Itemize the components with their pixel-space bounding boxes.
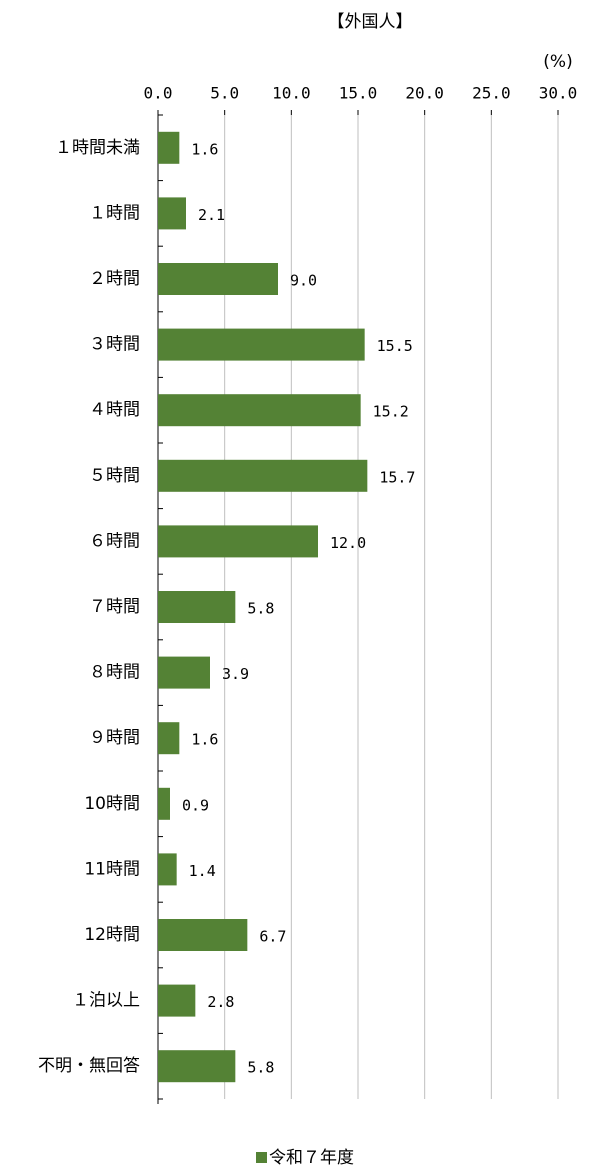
y-tick-label: １泊以上: [72, 991, 140, 1011]
data-label: 2.8: [207, 993, 234, 1011]
y-tick-label: ８時間: [89, 663, 140, 683]
bar: [158, 787, 170, 820]
x-tick-label: 20.0: [405, 84, 444, 103]
chart-title: 【外国人】: [328, 12, 413, 32]
legend-label: 令和７年度: [269, 1148, 354, 1168]
bar: [158, 722, 180, 755]
bar: [158, 328, 365, 361]
y-tick-label: ４時間: [89, 400, 140, 420]
data-label: 15.2: [373, 403, 409, 421]
data-label: 2.1: [198, 206, 225, 224]
x-tick-label: 30.0: [539, 84, 578, 103]
legend-swatch: [256, 1152, 267, 1163]
bar: [158, 984, 196, 1017]
data-label: 15.5: [377, 337, 413, 355]
data-label: 6.7: [259, 928, 286, 946]
y-tick-label: ７時間: [89, 597, 140, 617]
bar: [158, 197, 186, 230]
bar: [158, 131, 180, 164]
data-label: 5.8: [247, 600, 274, 618]
bar: [158, 459, 368, 492]
data-label: 5.8: [247, 1059, 274, 1077]
bar: [158, 525, 318, 558]
x-tick-label: 0.0: [144, 84, 173, 103]
data-label: 1.4: [189, 862, 216, 880]
y-tick-label: 10時間: [84, 794, 140, 814]
data-label: 1.6: [191, 140, 218, 158]
y-tick-label: 12時間: [84, 925, 140, 945]
y-tick-label: ９時間: [89, 728, 140, 748]
bar: [158, 591, 236, 623]
y-tick-label: ３時間: [89, 335, 140, 355]
bar: [158, 919, 248, 951]
y-tick-label: ５時間: [89, 466, 140, 486]
bar: [158, 394, 361, 427]
bar: [158, 1050, 236, 1083]
x-tick-label: 15.0: [339, 84, 378, 103]
y-tick-label: １時間: [89, 203, 140, 223]
data-label: 1.6: [191, 731, 218, 749]
data-label: 12.0: [330, 534, 366, 552]
unit-label: (%): [543, 52, 572, 72]
data-label: 15.7: [379, 468, 415, 486]
y-tick-label: ６時間: [89, 531, 140, 551]
data-label: 9.0: [290, 272, 317, 290]
data-label: 0.9: [182, 796, 209, 814]
x-tick-label: 25.0: [472, 84, 511, 103]
y-tick-label: ２時間: [89, 269, 140, 289]
bar: [158, 656, 210, 689]
bar: [158, 853, 177, 886]
x-tick-label: 5.0: [210, 84, 239, 103]
y-tick-label: 11時間: [84, 859, 140, 879]
bar: [158, 263, 278, 295]
y-tick-label: １時間未満: [55, 138, 140, 158]
y-tick-label: 不明・無回答: [38, 1056, 140, 1076]
data-label: 3.9: [222, 665, 249, 683]
x-tick-label: 10.0: [272, 84, 311, 103]
